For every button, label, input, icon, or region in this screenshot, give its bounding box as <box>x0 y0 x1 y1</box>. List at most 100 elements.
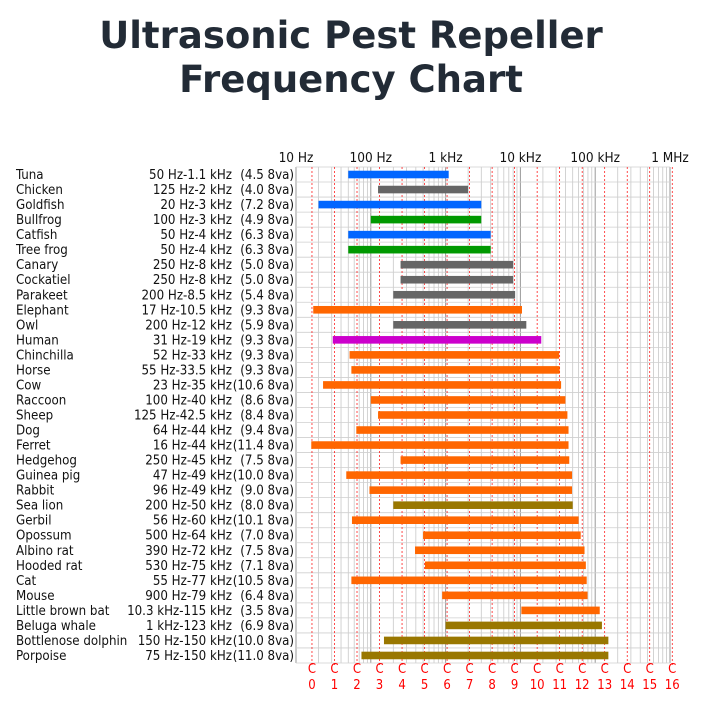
note-marker-letter: C <box>330 662 338 677</box>
range-bar <box>445 621 602 630</box>
bars-layer <box>311 170 609 660</box>
row-range-label: 150 Hz-150 kHz <box>138 634 232 649</box>
row-octave-label: (5.4 8va) <box>240 288 294 303</box>
row-animal-label: Chinchilla <box>16 348 74 363</box>
note-marker-octave: 14 <box>620 678 635 693</box>
row-animal-label: Mouse <box>16 589 55 604</box>
row-range-label: 20 Hz-3 kHz <box>160 198 232 213</box>
row-octave-label: (10.1 8va) <box>233 514 294 529</box>
row-animal-label: Tree frog <box>15 243 68 258</box>
row-animal-label: Cat <box>16 574 37 589</box>
row-octave-label: (9.4 8va) <box>240 424 294 439</box>
row-range-label: 250 Hz-8 kHz <box>153 258 232 273</box>
row-octave-label: (8.0 8va) <box>240 499 294 514</box>
row-octave-label: (10.0 8va) <box>233 634 294 649</box>
range-bar <box>400 275 514 284</box>
row-animal-label: Tuna <box>15 168 44 183</box>
row-range-label: 31 Hz-19 kHz <box>153 333 232 348</box>
top-tick-label: 100 kHz <box>570 150 620 166</box>
note-marker-letter: C <box>511 662 519 677</box>
axis-layer: 10 Hz 100 Hz 1 kHz 10 kHz 100 kHz 1 MHz <box>279 150 689 166</box>
note-marker-octave: 12 <box>575 678 590 693</box>
note-marker-octave: 10 <box>530 678 545 693</box>
note-marker-octave: 8 <box>488 678 495 693</box>
row-range-label: 47 Hz-49 kHz <box>153 469 232 484</box>
note-marker-octave: 6 <box>443 678 450 693</box>
row-animal-label: Cockatiel <box>16 273 71 288</box>
note-marker-octave: 0 <box>308 678 315 693</box>
note-marker-octave: 7 <box>466 678 473 693</box>
note-marker-letter: C <box>578 662 586 677</box>
row-animal-label: Owl <box>16 318 38 333</box>
note-marker-letter: C <box>308 662 316 677</box>
row-range-label: 100 Hz-3 kHz <box>153 213 232 228</box>
row-animal-label: Horse <box>16 363 51 378</box>
note-marker-octave: 1 <box>331 678 338 693</box>
row-animal-label: Bottlenose dolphin <box>16 634 127 649</box>
row-range-label: 250 Hz-8 kHz <box>153 273 232 288</box>
range-bar <box>442 591 588 600</box>
row-animal-label: Human <box>16 333 59 348</box>
row-octave-label: (7.5 8va) <box>240 454 294 469</box>
range-bar <box>323 381 562 389</box>
row-animal-label: Dog <box>16 424 40 439</box>
row-octave-label: (11.0 8va) <box>233 649 294 664</box>
row-octave-label: (7.1 8va) <box>240 559 294 574</box>
row-octave-label: (10.0 8va) <box>233 469 294 484</box>
row-range-label: 200 Hz-12 kHz <box>145 318 232 333</box>
range-bar <box>424 561 586 570</box>
note-marker-octave: 4 <box>398 678 405 693</box>
row-range-label: 530 Hz-75 kHz <box>145 559 232 574</box>
note-marker-letter: C <box>623 662 631 677</box>
row-octave-label: (8.4 8va) <box>240 408 294 423</box>
row-range-label: 50 Hz-1.1 kHz <box>149 168 232 183</box>
range-bar <box>383 636 609 645</box>
top-tick-label: 1 kHz <box>429 150 463 166</box>
row-octave-label: (7.5 8va) <box>240 544 294 559</box>
range-bar <box>311 441 569 449</box>
range-bar <box>349 351 560 359</box>
row-range-label: 96 Hz-49 kHz <box>153 484 232 499</box>
row-animal-label: Sea lion <box>16 499 63 514</box>
range-bar <box>393 321 527 329</box>
row-range-label: 55 Hz-77 kHz <box>153 574 232 589</box>
row-range-label: 50 Hz-4 kHz <box>160 243 232 258</box>
row-octave-label: (7.0 8va) <box>240 529 294 544</box>
row-range-label: 10.3 kHz-115 kHz <box>127 604 232 619</box>
row-animal-label: Hooded rat <box>16 559 83 574</box>
range-bar <box>318 200 482 209</box>
note-marker-octave: 11 <box>552 678 567 693</box>
row-animal-label: Beluga whale <box>16 619 96 634</box>
range-bar <box>370 215 482 224</box>
note-marker-letter: C <box>668 662 676 677</box>
row-range-label: 56 Hz-60 kHz <box>153 514 232 529</box>
note-marker-letter: C <box>466 662 474 677</box>
range-bar <box>351 516 579 525</box>
row-animal-label: Opossum <box>16 529 72 544</box>
row-range-label: 50 Hz-4 kHz <box>160 228 232 243</box>
row-range-label: 125 Hz-42.5 kHz <box>134 408 232 423</box>
row-octave-label: (4.5 8va) <box>240 168 294 183</box>
range-bar <box>393 501 573 509</box>
row-octave-label: (4.0 8va) <box>240 183 294 198</box>
row-octave-label: (5.9 8va) <box>240 318 294 333</box>
note-marker-octave: 5 <box>421 678 428 693</box>
top-tick-label: 100 Hz <box>350 150 393 166</box>
range-bar <box>346 471 573 479</box>
note-marker-letter: C <box>398 662 406 677</box>
range-bar <box>378 411 568 419</box>
row-octave-label: (7.2 8va) <box>240 198 294 213</box>
note-marker-octave: 9 <box>511 678 518 693</box>
row-octave-label: (6.3 8va) <box>240 228 294 243</box>
row-animal-label: Gerbil <box>16 514 52 529</box>
row-range-label: 200 Hz-8.5 kHz <box>142 288 233 303</box>
row-range-label: 250 Hz-45 kHz <box>145 454 232 469</box>
range-bar <box>369 486 573 494</box>
range-bar <box>393 290 516 299</box>
row-animal-label: Sheep <box>16 408 53 423</box>
row-animal-label: Porpoise <box>16 649 66 664</box>
row-range-label: 55 Hz-33.5 kHz <box>142 363 233 378</box>
row-octave-label: (10.6 8va) <box>233 378 294 393</box>
row-octave-label: (9.3 8va) <box>240 303 294 318</box>
